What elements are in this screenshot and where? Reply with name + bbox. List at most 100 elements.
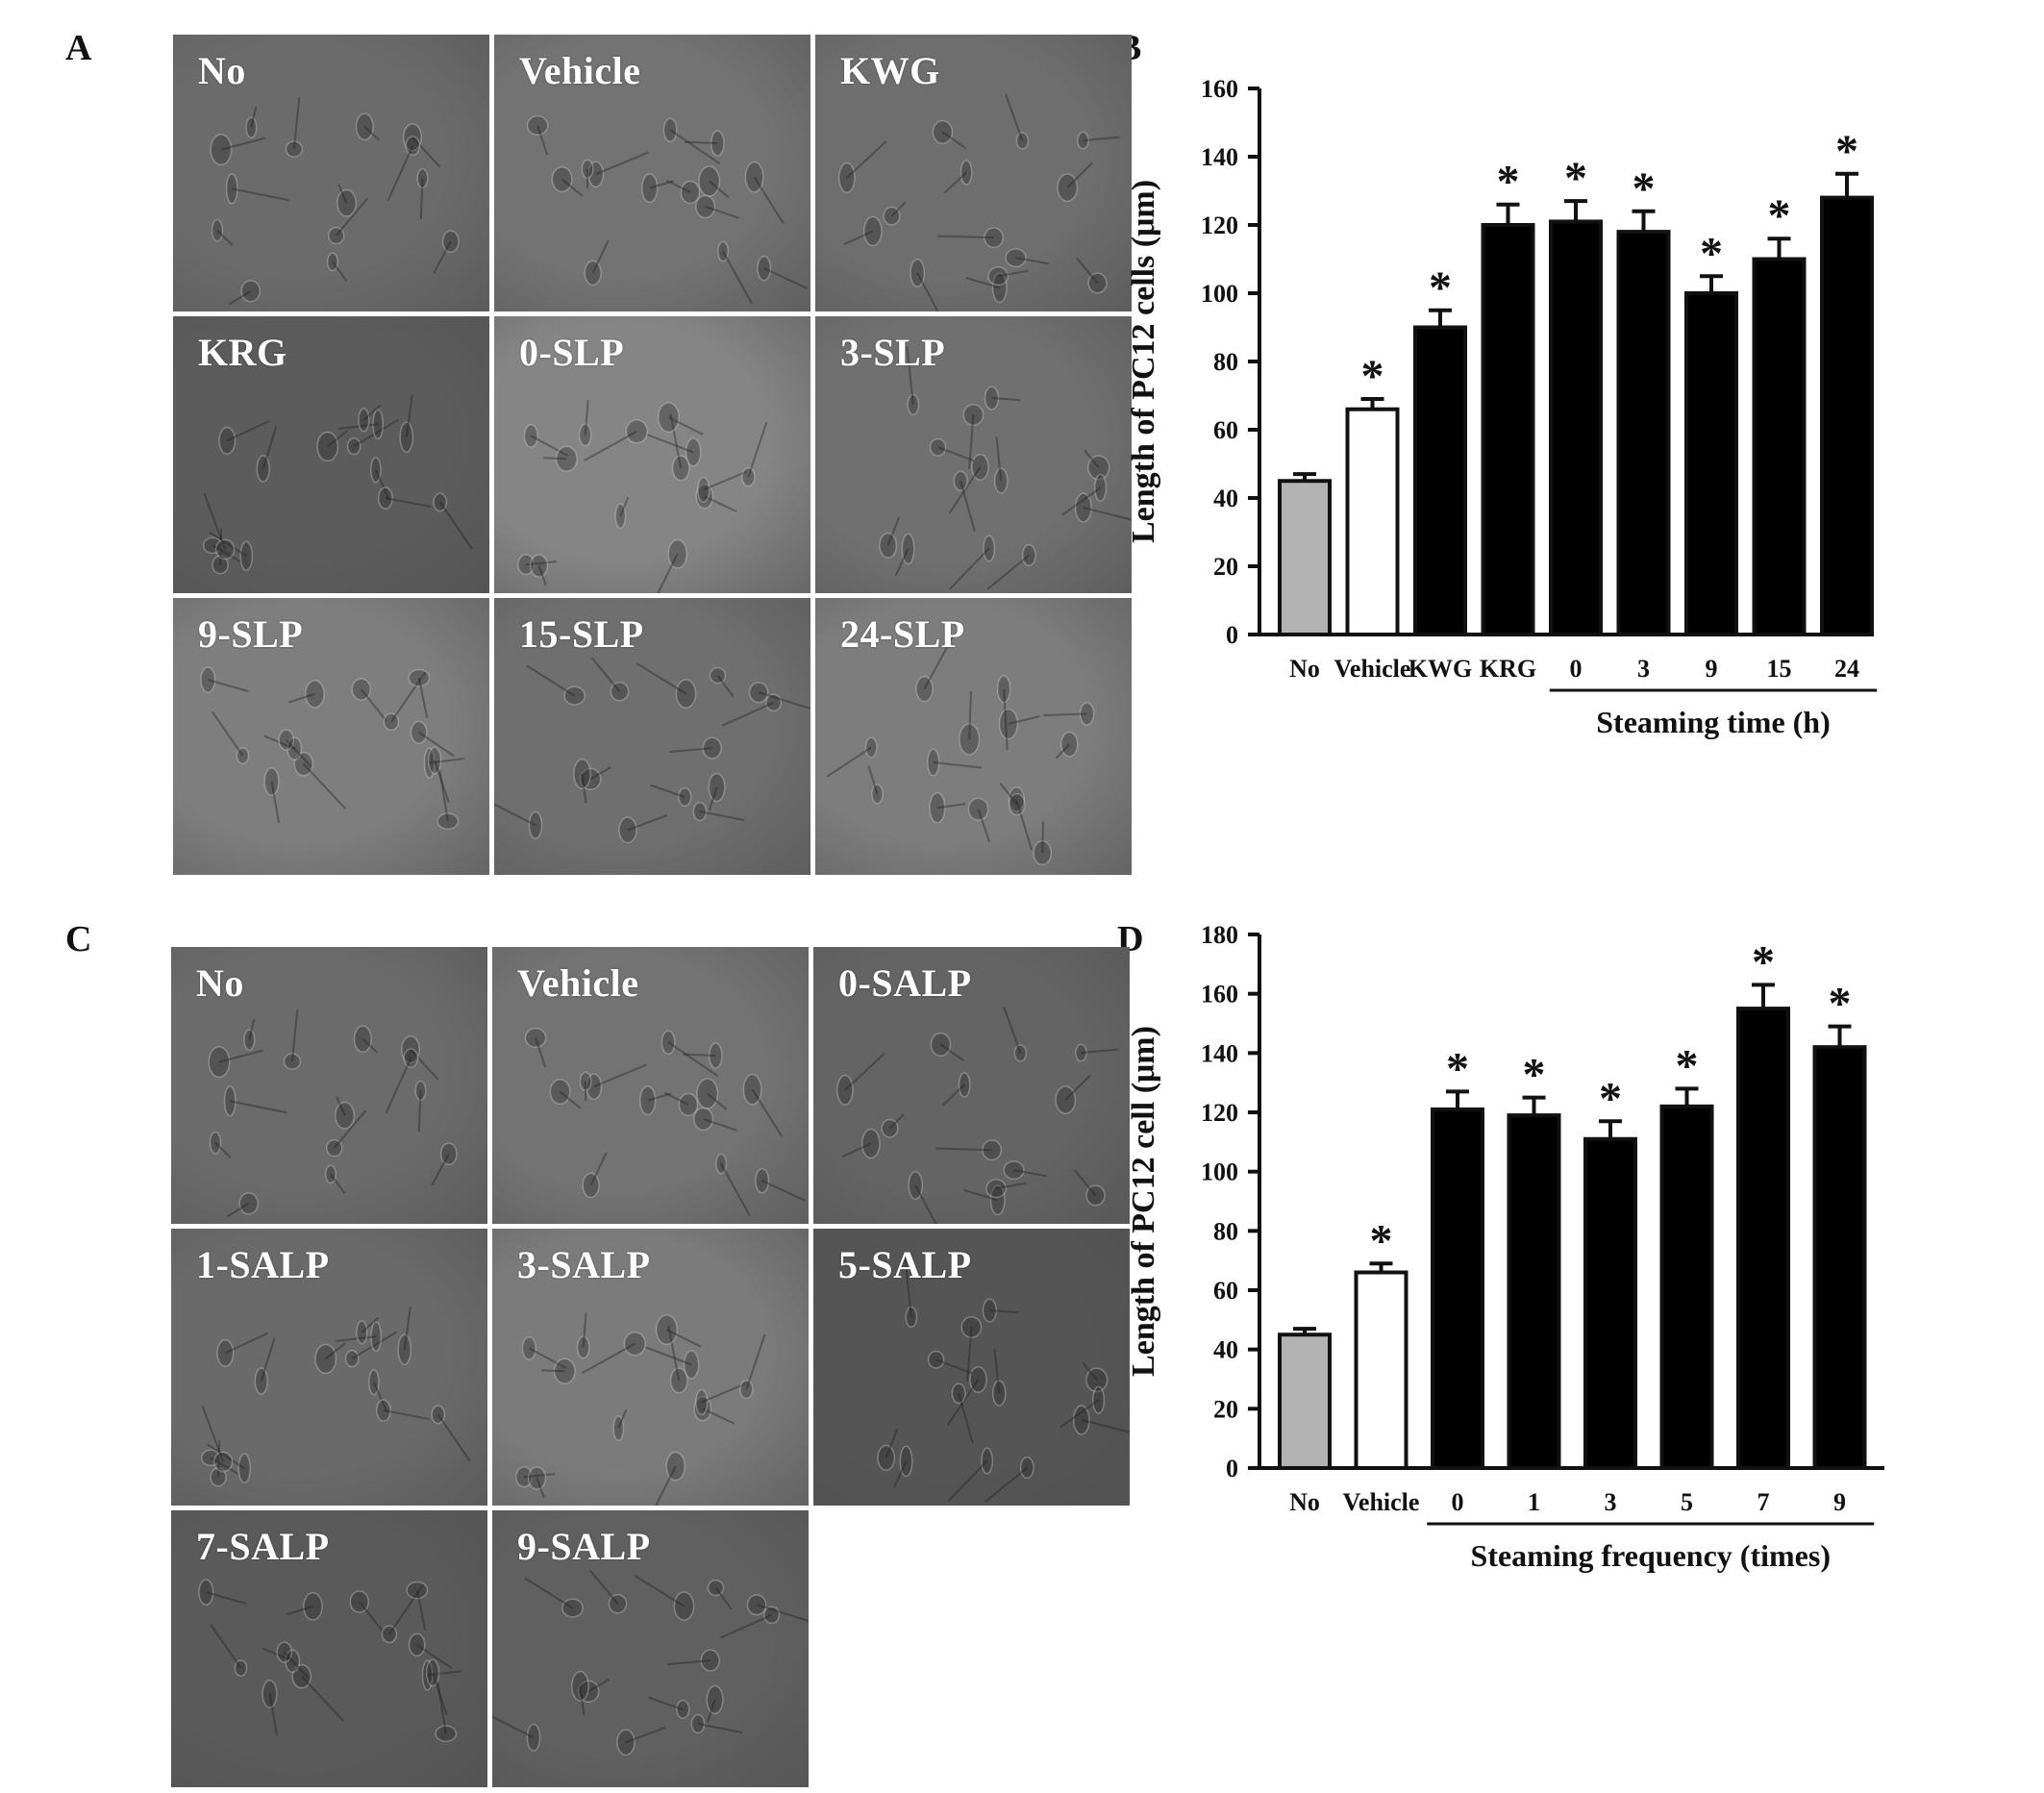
neurite — [995, 1182, 1027, 1190]
cell-body — [707, 1579, 725, 1597]
cell-body — [1008, 792, 1026, 816]
neurite — [716, 675, 735, 698]
neurite — [886, 516, 901, 546]
neurite — [706, 1699, 716, 1724]
neurite — [417, 677, 429, 718]
bar-0 — [1549, 219, 1603, 636]
neurite — [1083, 507, 1132, 521]
significance-star: * — [1752, 936, 1775, 987]
neurite — [433, 240, 452, 274]
cell-body — [431, 1405, 446, 1425]
neurite — [843, 230, 874, 246]
cell-body — [285, 1649, 301, 1673]
cell-body — [337, 188, 358, 217]
neurite — [747, 421, 768, 478]
bar-9 — [1812, 1045, 1867, 1471]
cell-body — [927, 1350, 945, 1369]
cell-body — [408, 1632, 426, 1657]
micrograph-1-salp: 1-SALP — [171, 1229, 487, 1506]
neurite — [867, 765, 879, 795]
neurite — [301, 1676, 344, 1722]
cell-body — [551, 166, 573, 193]
cell-body — [243, 1029, 256, 1051]
cell-body — [661, 1030, 676, 1055]
neurite — [230, 1100, 287, 1114]
cell-body — [960, 1316, 983, 1338]
cell-body — [741, 467, 756, 487]
neurite — [1013, 1169, 1047, 1178]
cell-body — [958, 1072, 971, 1098]
cell-body — [862, 215, 883, 247]
cell-body — [871, 784, 884, 805]
neurite — [649, 180, 674, 189]
neurite — [645, 1346, 692, 1366]
cell-body — [517, 554, 536, 576]
neurite — [524, 1577, 574, 1609]
neurite — [683, 1053, 716, 1058]
cell-body — [573, 758, 591, 789]
neurite — [212, 544, 241, 562]
neurite — [1041, 821, 1045, 854]
neurite — [977, 809, 991, 842]
neurite — [1015, 257, 1049, 265]
neurite — [704, 495, 737, 512]
panel-letter-c: C — [65, 919, 92, 959]
y-tick-label: 140 — [1201, 1039, 1238, 1067]
neurite — [1005, 93, 1024, 141]
x-tick-label: No — [1289, 655, 1320, 683]
neurite — [986, 554, 1030, 590]
cell-body — [984, 227, 1005, 249]
neurite — [707, 1092, 728, 1110]
cell-texture — [826, 635, 1095, 866]
cell-body — [860, 1128, 881, 1159]
cell-body — [581, 159, 594, 179]
cell-body — [1092, 1385, 1106, 1414]
neurite — [705, 206, 739, 219]
bar-0 — [1431, 1107, 1484, 1471]
neurite — [722, 251, 753, 305]
neurite — [708, 786, 718, 811]
neurite — [494, 803, 536, 827]
bar-9 — [1684, 291, 1738, 636]
neurite — [536, 1478, 545, 1499]
cell-body — [614, 503, 627, 530]
cell-body — [234, 1659, 248, 1677]
y-tick-label: 20 — [1213, 1395, 1238, 1423]
cell-body — [993, 467, 1009, 494]
cell-body — [209, 1131, 222, 1155]
neurite — [286, 738, 312, 767]
neurite — [941, 131, 966, 150]
neurite — [212, 710, 244, 757]
cell-body — [1079, 702, 1095, 726]
y-tick-label: 80 — [1213, 348, 1238, 376]
neurite — [634, 1575, 685, 1607]
cell-body — [901, 533, 915, 565]
cell-body — [212, 1451, 234, 1473]
neurite — [968, 690, 972, 740]
neurite — [361, 1316, 380, 1333]
cell-body — [971, 454, 989, 482]
neurite — [358, 1601, 386, 1634]
cell-body — [577, 1680, 600, 1704]
neurite — [362, 404, 382, 421]
neurite — [207, 679, 249, 692]
neurite — [720, 1163, 751, 1217]
significance-star: * — [1633, 163, 1656, 214]
cell-body — [991, 1380, 1007, 1407]
cell-body — [344, 1349, 360, 1368]
cell-body — [623, 1331, 646, 1357]
neurite — [995, 436, 1003, 482]
cell-body — [238, 1192, 260, 1215]
micrograph-9-slp: 9-SLP — [173, 598, 489, 875]
neurite — [303, 763, 346, 809]
cell-body — [612, 1415, 625, 1442]
micrograph-label: No — [196, 961, 244, 1005]
cell-body — [669, 1367, 688, 1394]
cell-texture — [517, 400, 768, 593]
cell-body — [757, 255, 772, 282]
neurite — [418, 731, 455, 758]
significance-star: * — [1768, 190, 1791, 241]
cell-body — [245, 116, 258, 138]
bar-15 — [1752, 257, 1807, 636]
neurite — [751, 1088, 783, 1137]
